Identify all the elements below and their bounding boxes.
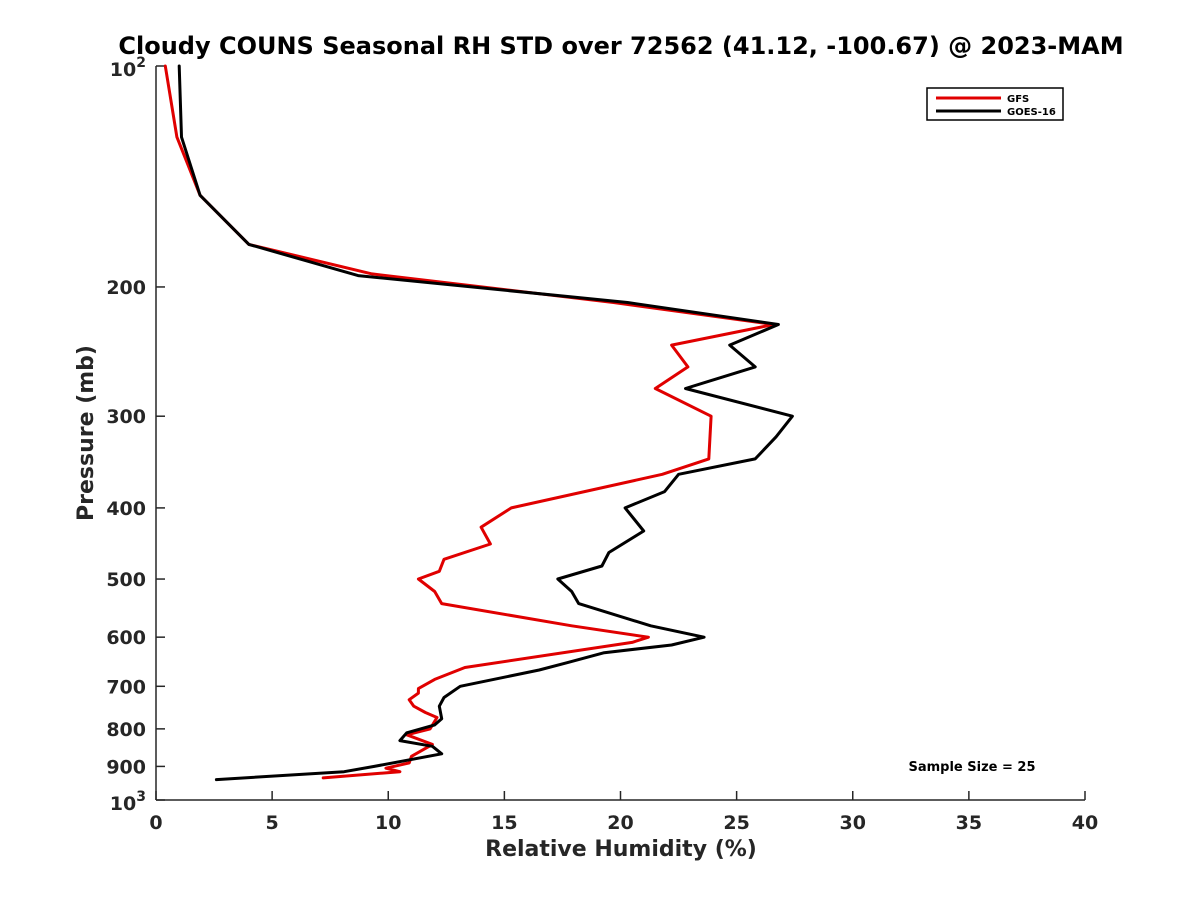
series-layer bbox=[163, 64, 794, 782]
y-tick-label: 400 bbox=[106, 498, 146, 520]
series-line-goes-16 bbox=[177, 64, 794, 782]
y-tick-label: 600 bbox=[106, 627, 146, 649]
legend: GFS GOES-16 bbox=[926, 87, 1064, 121]
y-tick-label: 300 bbox=[106, 406, 146, 428]
y-tick-label: 900 bbox=[106, 756, 146, 778]
y-tick-exponent: 3 bbox=[136, 789, 146, 805]
x-axis-label: Relative Humidity (%) bbox=[485, 837, 757, 862]
series-line-gfs bbox=[163, 64, 776, 780]
x-tick-label: 25 bbox=[723, 812, 749, 834]
legend-box bbox=[926, 87, 1064, 121]
y-tick-label: 800 bbox=[106, 719, 146, 741]
y-tick-label: 500 bbox=[106, 569, 146, 591]
x-tick-label: 30 bbox=[840, 812, 866, 834]
y-tick-base: 10 bbox=[110, 59, 136, 81]
x-tick-label: 0 bbox=[149, 812, 162, 834]
y-tick-label: 700 bbox=[106, 676, 146, 698]
x-tick-label: 5 bbox=[266, 812, 279, 834]
chart-title: Cloudy COUNS Seasonal RH STD over 72562 … bbox=[118, 32, 1123, 60]
x-tick-label: 10 bbox=[375, 812, 401, 834]
sample-size-annotation: Sample Size = 25 bbox=[908, 760, 1035, 775]
legend-label-gfs: GFS bbox=[1007, 94, 1029, 105]
x-tick-label: 20 bbox=[607, 812, 633, 834]
y-tick-label: 200 bbox=[106, 277, 146, 299]
x-axis: 0 5 10 15 20 25 30 35 40 bbox=[149, 791, 1098, 834]
y-axis-label: Pressure (mb) bbox=[74, 345, 99, 521]
y-tick-label: 102 bbox=[110, 55, 146, 81]
y-tick-label: 103 bbox=[110, 789, 146, 815]
x-tick-label: 35 bbox=[956, 812, 982, 834]
y-tick-base: 10 bbox=[110, 793, 136, 815]
y-tick-exponent: 2 bbox=[136, 55, 146, 71]
x-tick-label: 15 bbox=[491, 812, 517, 834]
legend-label-goes-16: GOES-16 bbox=[1007, 107, 1056, 118]
x-tick-label: 40 bbox=[1072, 812, 1098, 834]
